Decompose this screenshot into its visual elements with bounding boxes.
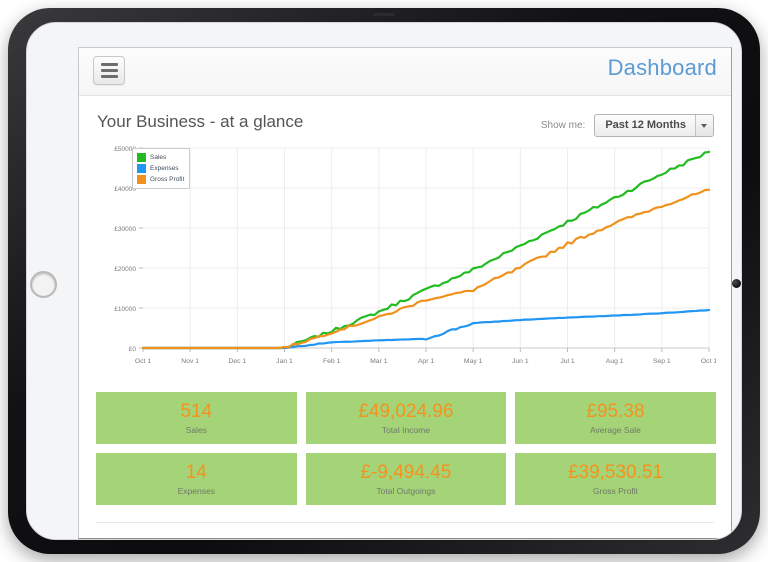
stat-label: Gross Profit: [593, 486, 638, 496]
stat-value: £39,530.51: [567, 462, 664, 483]
period-select[interactable]: Past 12 Months: [594, 114, 714, 137]
legend-label: Gross Profit: [150, 176, 185, 183]
stat-value: 514: [180, 401, 213, 422]
chart-series-line-gross-profit[interactable]: [141, 188, 711, 350]
chart-ytick-label: £40000: [114, 186, 136, 193]
device-camera-icon: [732, 279, 741, 288]
panel-body: Your Business - at a glance Show me: Pas…: [79, 96, 731, 539]
page-title: Dashboard: [607, 55, 717, 80]
panel-heading: Your Business - at a glance: [97, 112, 304, 131]
stat-label: Average Sale: [590, 425, 641, 435]
legend-item[interactable]: Sales: [137, 152, 184, 163]
stat-value: £-9,494.45: [360, 462, 452, 483]
stat-value: £95.38: [586, 401, 645, 422]
stats-grid: 514 Sales £49,024.96 Total Income £95.38 Aver…: [96, 392, 716, 505]
chart-ytick-label: £10000: [114, 306, 136, 313]
hamburger-menu-icon[interactable]: [93, 56, 125, 85]
tablet-screen-bezel: Dashboard Your Business - at a glance Sh…: [26, 22, 742, 540]
stat-card[interactable]: £-9,494.45 Total Outgoings: [305, 453, 507, 505]
chart-xtick-label: Mar 1: [370, 358, 388, 365]
legend-label: Sales: [150, 154, 167, 161]
chart-xtick-label: Aug 1: [606, 358, 624, 365]
legend-label: Expenses: [150, 165, 179, 172]
chart-xtick-label: Jul 1: [560, 358, 575, 365]
chart-canvas: £0 £10000 £20000 £30000 £40000 £50000 Oct 1 Nov…: [114, 146, 716, 365]
stat-card[interactable]: £39,530.51 Gross Profit: [515, 453, 716, 505]
stat-value: 14: [185, 462, 207, 483]
stat-label: Total Outgoings: [376, 486, 436, 496]
tablet-device-frame: Dashboard Your Business - at a glance Sh…: [8, 8, 760, 554]
legend-swatch-icon: [137, 164, 146, 173]
chart-xtick-label: May 1: [464, 358, 483, 365]
hamburger-bar: [101, 63, 118, 66]
stat-card[interactable]: £49,024.96 Total Income: [305, 392, 507, 444]
chart-legend: Sales Expenses Gross Profit: [132, 148, 191, 189]
chart-xtick-label: Sep 1: [653, 358, 671, 365]
filter-label: Show me:: [540, 120, 586, 131]
chart-xtick-label: Nov 1: [181, 358, 199, 365]
hamburger-bar: [101, 69, 118, 72]
chart-xtick-label: Jun 1: [512, 358, 529, 365]
stat-label: Sales: [185, 425, 207, 435]
stat-label: Total Income: [381, 425, 430, 435]
period-select-value: Past 12 Months: [605, 119, 686, 131]
dashboard-panel: Dashboard Your Business - at a glance Sh…: [78, 47, 732, 539]
stat-card[interactable]: £95.38 Average Sale: [515, 392, 716, 444]
chart-xtick-label: Feb 1: [323, 358, 341, 365]
chart-ytick-label: £30000: [114, 226, 136, 233]
stat-value: £49,024.96: [358, 401, 454, 422]
legend-swatch-icon: [137, 175, 146, 184]
chart-xtick-label: Dec 1: [228, 358, 246, 365]
device-speaker-icon: [373, 13, 395, 16]
legend-item[interactable]: Expenses: [137, 163, 184, 174]
hamburger-bar: [101, 75, 118, 78]
legend-item[interactable]: Gross Profit: [137, 174, 184, 185]
screen: Dashboard Your Business - at a glance Sh…: [27, 23, 741, 539]
legend-swatch-icon: [137, 153, 146, 162]
panel-divider: [96, 522, 714, 523]
chart-xtick-label: Oct 1: [701, 358, 716, 365]
chart-xtick-label: Jan 1: [276, 358, 293, 365]
app-topbar: Dashboard: [79, 48, 731, 96]
chevron-down-icon[interactable]: [695, 115, 713, 136]
chart-ytick-label: £0: [129, 346, 137, 353]
stat-card[interactable]: 514 Sales: [96, 392, 297, 444]
chart-xtick-label: Apr 1: [418, 358, 434, 365]
chart-ytick-label: £50000: [114, 146, 136, 153]
stat-label: Expenses: [177, 486, 215, 496]
period-filter-group: Show me: Past 12 Months: [541, 114, 714, 137]
stat-card[interactable]: 14 Expenses: [96, 453, 297, 505]
sales-chart[interactable]: £0 £10000 £20000 £30000 £40000 £50000 Oct 1 Nov…: [96, 141, 716, 376]
device-home-button[interactable]: [30, 271, 57, 298]
chart-ytick-label: £20000: [114, 266, 136, 273]
chart-xtick-label: Oct 1: [135, 358, 151, 365]
